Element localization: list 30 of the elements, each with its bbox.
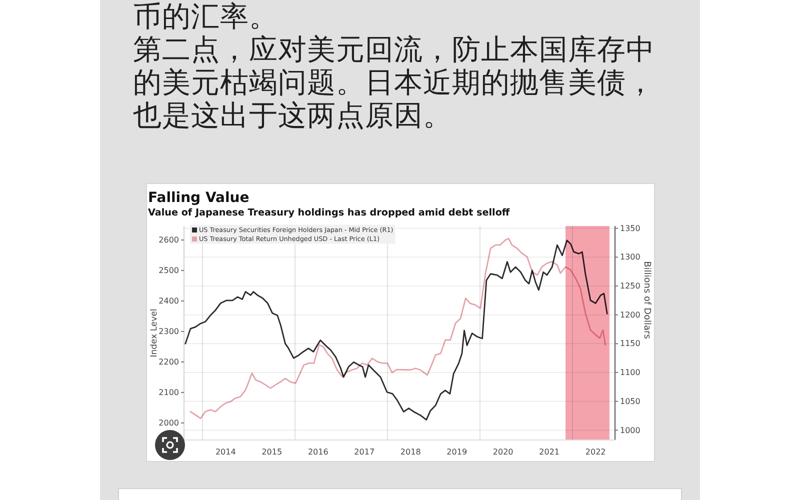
x-tick-label: 2016 (308, 448, 328, 457)
text: 币的汇率。 (133, 0, 279, 33)
y2-axis-title: Billions of Dollars (642, 261, 652, 340)
y-tick-label: 2500 (158, 266, 179, 276)
text: 第二点，应对美元回流，防止本国库存中的美元枯竭问题。日本近期的抛售美债，也是这出于这两点原因。 (133, 32, 656, 132)
x-tick-label: 2018 (400, 448, 421, 457)
y-tick-label: 2600 (158, 236, 179, 245)
y2-tick-label: 1300 (620, 252, 640, 262)
y2-tick-label: 1200 (620, 310, 640, 320)
y-axis-title: Index Level (149, 308, 160, 358)
x-tick-label: 2019 (446, 448, 468, 457)
x-tick-label: 2014 (215, 448, 236, 457)
x-tick-label: 2015 (262, 448, 282, 457)
y2-tick-label: 1050 (620, 396, 640, 406)
y-tick-label: 2200 (158, 358, 179, 367)
y2-tick-label: 1100 (620, 368, 640, 378)
y2-tick-label: 1250 (620, 282, 640, 291)
y-tick-label: 2000 (158, 418, 179, 428)
x-tick-label: 2020 (492, 448, 514, 457)
chart-subtitle: Value of Japanese Treasury holdings has dropped amid debt selloff (148, 208, 510, 218)
y2-tick-label: 1150 (620, 339, 640, 348)
y-tick-label: 2400 (158, 296, 179, 306)
chart-title: Falling Value (148, 190, 250, 206)
x-tick-label: 2021 (539, 448, 560, 457)
x-tick-label: 2022 (585, 448, 606, 457)
x-tick-label: 2017 (354, 448, 375, 457)
y-tick-label: 2100 (158, 388, 179, 398)
y-tick-label: 2300 (158, 327, 179, 336)
y2-tick-label: 1350 (620, 224, 640, 233)
y2-tick-label: 1000 (620, 426, 640, 435)
